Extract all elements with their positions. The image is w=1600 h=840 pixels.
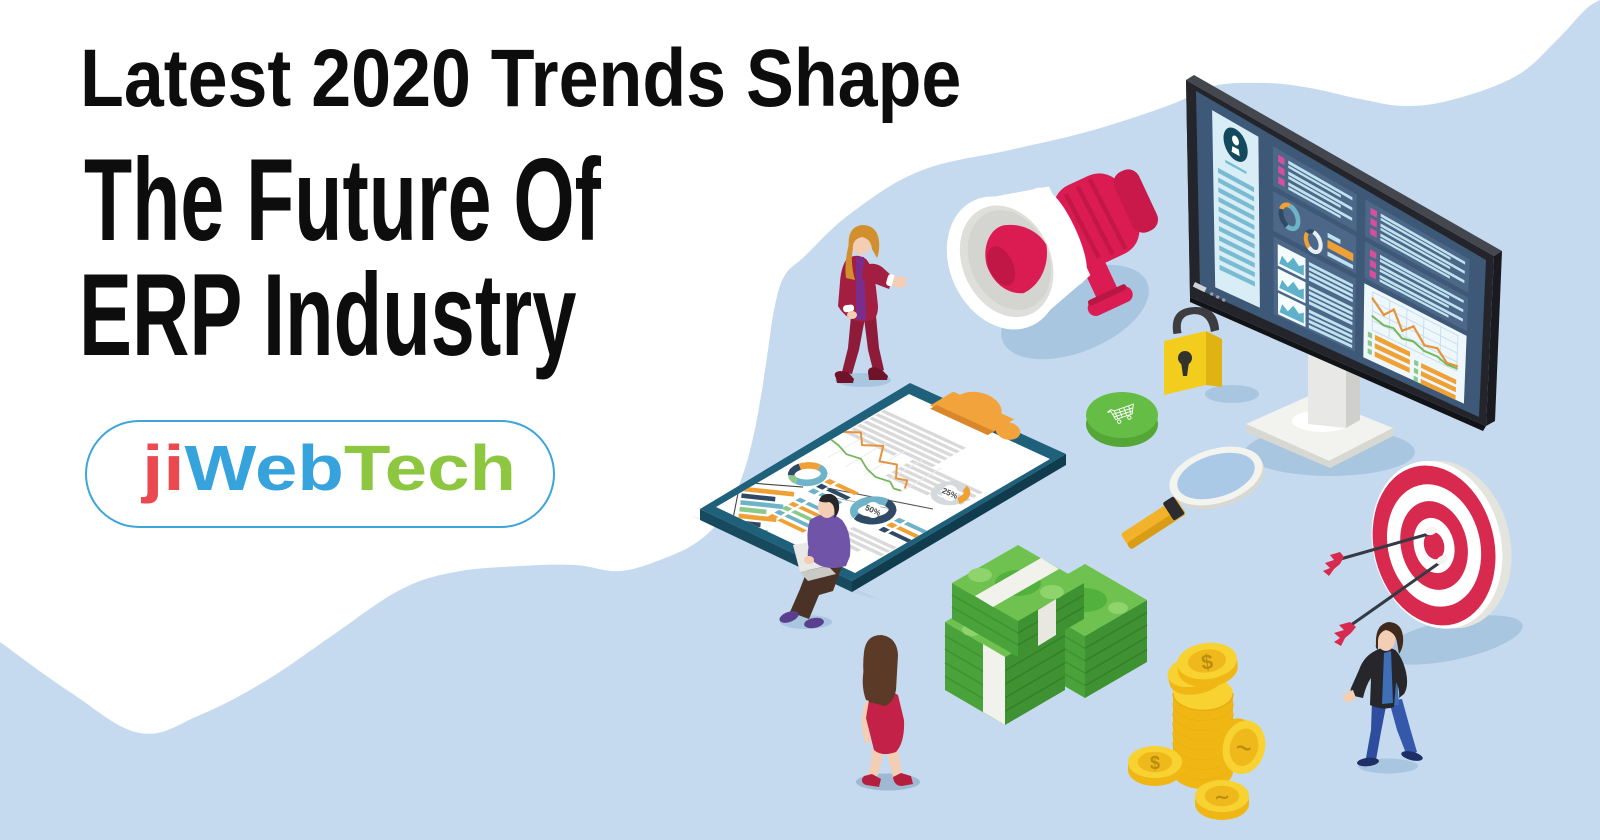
svg-text:∼: ∼ <box>1214 787 1229 807</box>
svg-text:∼: ∼ <box>1233 736 1255 761</box>
svg-text:$: $ <box>1150 753 1160 773</box>
svg-text:$: $ <box>1200 650 1215 674</box>
